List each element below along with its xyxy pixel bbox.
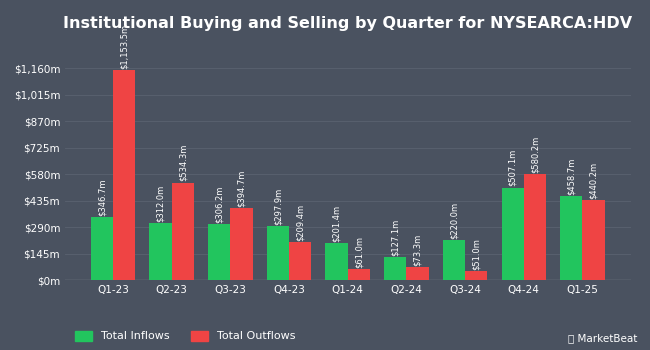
Text: $201.4m: $201.4m xyxy=(332,205,341,242)
Text: $312.0m: $312.0m xyxy=(156,185,165,222)
Text: $346.7m: $346.7m xyxy=(98,178,107,216)
Bar xyxy=(208,224,230,280)
Text: $127.1m: $127.1m xyxy=(391,218,400,256)
Bar xyxy=(150,223,172,280)
Bar xyxy=(384,257,406,280)
Text: $306.2m: $306.2m xyxy=(214,186,224,223)
Text: $534.3m: $534.3m xyxy=(178,144,187,181)
Text: $507.1m: $507.1m xyxy=(508,149,517,187)
Bar xyxy=(289,242,311,280)
Text: $440.2m: $440.2m xyxy=(589,161,598,198)
Bar xyxy=(560,196,582,280)
Text: $580.2m: $580.2m xyxy=(530,136,540,173)
Bar xyxy=(348,269,370,280)
Bar xyxy=(113,70,135,280)
Legend: Total Inflows, Total Outflows: Total Inflows, Total Outflows xyxy=(71,326,300,346)
Bar xyxy=(582,200,604,280)
Bar xyxy=(326,243,348,280)
Text: $394.7m: $394.7m xyxy=(237,169,246,207)
Bar xyxy=(172,183,194,280)
Text: ⼿ MarketBeat: ⼿ MarketBeat xyxy=(567,333,637,343)
Text: $458.7m: $458.7m xyxy=(567,158,576,195)
Bar xyxy=(91,217,113,280)
Text: $61.0m: $61.0m xyxy=(354,236,363,268)
Text: $51.0m: $51.0m xyxy=(472,238,481,270)
Bar xyxy=(443,240,465,280)
Bar xyxy=(230,208,253,280)
Text: $1,153.5m: $1,153.5m xyxy=(120,23,129,69)
Bar xyxy=(266,226,289,280)
Text: $209.4m: $209.4m xyxy=(296,204,305,241)
Bar xyxy=(502,188,524,280)
Title: Institutional Buying and Selling by Quarter for NYSEARCA:HDV: Institutional Buying and Selling by Quar… xyxy=(63,16,632,31)
Text: $73.3m: $73.3m xyxy=(413,233,422,266)
Bar xyxy=(524,174,546,280)
Text: $220.0m: $220.0m xyxy=(449,202,458,239)
Bar xyxy=(465,271,488,280)
Bar xyxy=(406,267,429,280)
Text: $297.9m: $297.9m xyxy=(274,187,282,225)
